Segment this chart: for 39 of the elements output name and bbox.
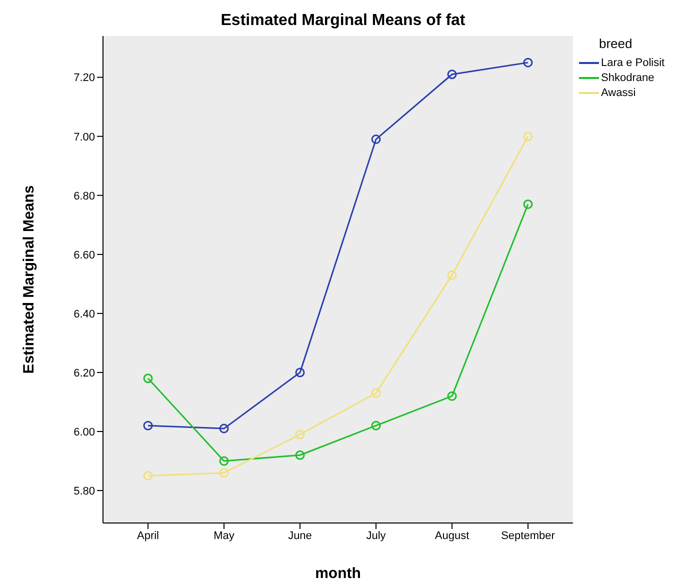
point bbox=[295, 430, 305, 440]
legend-label: Lara e Polisit bbox=[601, 56, 665, 68]
y-tick-label: 6.20 bbox=[74, 367, 95, 380]
point bbox=[523, 199, 533, 209]
x-tick-label: September bbox=[501, 530, 556, 542]
x-tick-label: June bbox=[288, 530, 312, 542]
y-tick-label: 6.80 bbox=[74, 190, 95, 202]
point bbox=[371, 388, 381, 398]
y-axis-title: Estimated Marginal Means bbox=[20, 185, 38, 374]
point bbox=[447, 70, 457, 80]
point bbox=[371, 134, 381, 144]
point bbox=[219, 468, 229, 478]
x-tick-label: May bbox=[214, 530, 235, 542]
y-tick-label: 7.20 bbox=[74, 72, 95, 84]
point bbox=[295, 368, 305, 378]
point bbox=[523, 132, 533, 142]
legend-label: Shkodrane bbox=[601, 72, 654, 84]
legend-label: Awassi bbox=[601, 86, 636, 98]
point bbox=[219, 456, 229, 466]
point bbox=[143, 374, 153, 384]
point bbox=[447, 270, 457, 280]
x-tick-label: July bbox=[366, 530, 386, 542]
y-tick-label: 7.00 bbox=[74, 131, 95, 144]
y-tick-label: 6.40 bbox=[74, 308, 95, 320]
x-tick-label: April bbox=[136, 530, 160, 542]
point bbox=[523, 58, 533, 68]
y-tick-label: 5.80 bbox=[74, 485, 95, 498]
point bbox=[219, 424, 229, 434]
legend-title: breed bbox=[598, 36, 634, 51]
chart-title: Estimated Marginal Means of fat bbox=[220, 12, 466, 30]
y-tick-label: 6.60 bbox=[74, 249, 95, 262]
point bbox=[371, 420, 381, 430]
x-tick-label: August bbox=[434, 530, 470, 542]
point bbox=[143, 471, 153, 481]
point bbox=[295, 450, 305, 460]
point bbox=[447, 391, 457, 401]
x-axis-title: month bbox=[315, 565, 361, 582]
point bbox=[143, 420, 153, 430]
y-tick-label: 6.00 bbox=[74, 426, 95, 438]
